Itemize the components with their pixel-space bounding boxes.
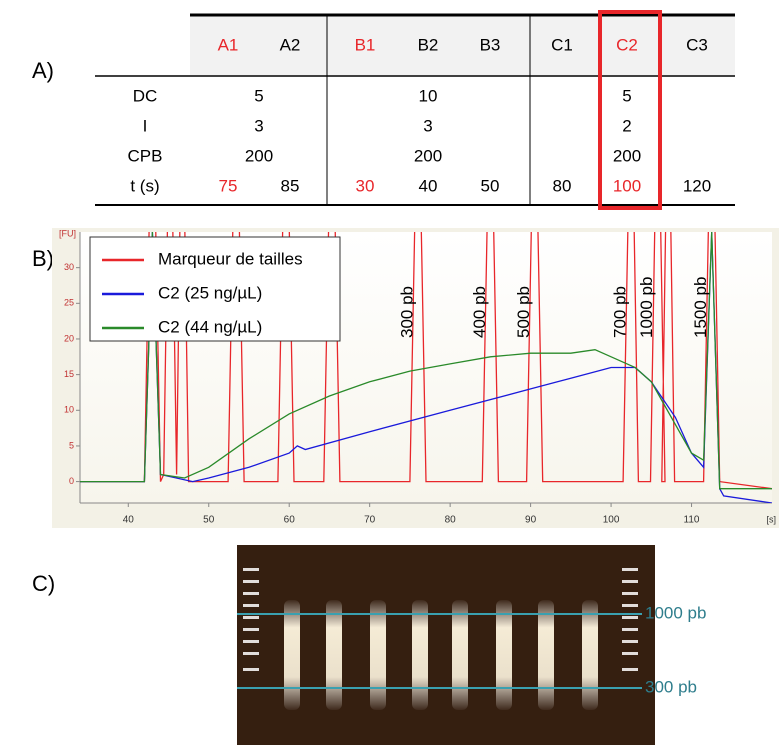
panel-label: B) [32, 246, 54, 271]
annotation: 500 pb [514, 286, 533, 338]
header-bg [190, 15, 735, 75]
x-tick-label: 90 [525, 515, 537, 526]
row-label: CPB [128, 146, 163, 165]
cell: 40 [419, 176, 438, 195]
cell: 3 [254, 116, 263, 135]
column-header: C3 [686, 35, 708, 54]
cell: 5 [254, 86, 263, 105]
cell: 100 [613, 176, 641, 195]
cell: 3 [423, 116, 432, 135]
x-tick-label: 100 [603, 515, 620, 526]
table: A1 A2 B1 B2 B3 C1 C2 C3 DC 5 10 5 I 3 3 2 CPB 200 200 200 t … [128, 35, 712, 195]
cell: 200 [414, 146, 442, 165]
cell: 5 [622, 86, 631, 105]
cell: 80 [553, 176, 572, 195]
x-tick-label: 60 [284, 515, 296, 526]
cell: 10 [419, 86, 438, 105]
row-label: I [143, 116, 148, 135]
x-tick-label: 110 [684, 515, 700, 526]
x-tick-label: 50 [203, 515, 215, 526]
y-tick-label: 30 [64, 262, 74, 272]
cell: 200 [613, 146, 641, 165]
y-tick-label: 0 [69, 476, 74, 486]
cell: 85 [281, 176, 300, 195]
annotation: 700 pb [611, 286, 630, 338]
column-header: B1 [355, 35, 376, 54]
legend: Marqueur de tailles C2 (25 ng/µL) C2 (44 n… [89, 236, 341, 342]
legend-label: C2 (25 ng/µL) [158, 283, 262, 302]
y-tick-label: 5 [69, 440, 74, 450]
legend-label: C2 (44 ng/µL) [158, 317, 262, 336]
gel-marker-label: 1000 pb [645, 603, 706, 622]
y-tick-label: 10 [64, 405, 74, 415]
x-tick-label: 80 [445, 515, 457, 526]
cell: 50 [481, 176, 500, 195]
row-label: DC [133, 86, 158, 105]
y-axis-label: [FU] [59, 228, 76, 238]
column-header: A2 [280, 35, 301, 54]
annotation: 1500 pb [691, 277, 710, 338]
chart: 0 5 10 15 20 25 30 40 50 60 70 80 90 100 110 [FU] [s] 300… [59, 228, 776, 526]
x-axis-label: [s] [766, 514, 776, 524]
x-tick-label: 70 [364, 515, 376, 526]
y-tick-label: 15 [64, 369, 74, 379]
cell: 120 [683, 176, 711, 195]
annotation: 1000 pb [637, 277, 656, 338]
y-tick-label: 25 [64, 298, 74, 308]
panel-label: C) [32, 571, 55, 596]
cell: 200 [245, 146, 273, 165]
x-tick-label: 40 [123, 515, 135, 526]
gel-marker-label: 300 pb [645, 677, 697, 696]
legend-label: Marqueur de tailles [158, 249, 303, 268]
column-header: C2 [616, 35, 638, 54]
annotation: 400 pb [470, 286, 489, 338]
cell: 30 [356, 176, 375, 195]
cell: 75 [219, 176, 238, 195]
panel-label: A) [32, 58, 54, 83]
column-header: C1 [551, 35, 573, 54]
annotation: 300 pb [397, 286, 416, 338]
cell: 2 [622, 116, 631, 135]
series-line [80, 232, 772, 490]
highlight-box [598, 10, 662, 210]
column-header: A1 [218, 35, 239, 54]
column-header: B3 [480, 35, 501, 54]
gel-image [237, 545, 655, 745]
legend-box [89, 236, 341, 342]
column-header: B2 [418, 35, 439, 54]
row-label: t (s) [130, 176, 159, 195]
y-tick-label: 20 [64, 333, 74, 343]
